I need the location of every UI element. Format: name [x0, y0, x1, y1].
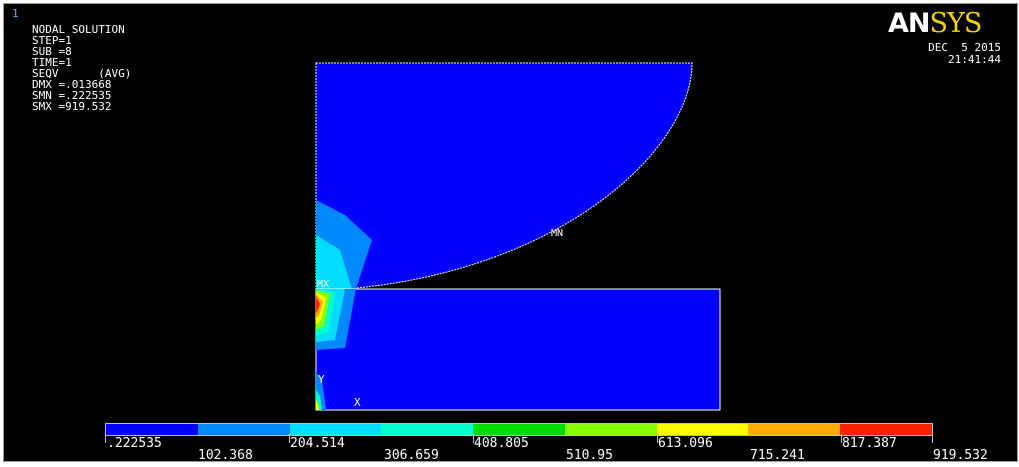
date-text: DEC 5 2015 — [928, 41, 1001, 54]
legend-swatch-4 — [381, 424, 474, 435]
upper-body — [315, 62, 693, 290]
contour-band-12 — [316, 400, 319, 410]
contour-band-9 — [316, 297, 320, 313]
info-smn: SMN =.222535 — [32, 89, 112, 102]
window-number: 1 — [12, 7, 19, 20]
info-result-type: SEQV (AVG) — [32, 67, 132, 80]
legend-swatch-6 — [564, 424, 657, 435]
legend-label-upper-2: 204.514 — [290, 436, 345, 451]
legend-tick — [289, 434, 290, 443]
legend-tick — [932, 434, 933, 443]
info-smx: SMX =919.532 — [32, 100, 112, 113]
legend-swatch-1 — [106, 424, 198, 435]
legend-tick — [473, 434, 474, 443]
contour-legend-bar — [105, 423, 933, 436]
legend-swatch-5 — [473, 424, 565, 435]
info-time: TIME=1 — [32, 56, 72, 69]
legend-label-lower-3: 510.95 — [566, 448, 613, 463]
info-title: NODAL SOLUTION — [32, 23, 125, 36]
contour-band-2 — [316, 235, 352, 289]
legend-label-lower-1: 102.368 — [198, 448, 253, 463]
x-axis-label: X — [354, 396, 361, 409]
logo-an: AN — [888, 8, 930, 39]
lower-body — [315, 288, 721, 411]
legend-label-upper-4: 613.096 — [658, 436, 713, 451]
info-dmx: DMX =.013668 — [32, 78, 112, 91]
mx-marker: MX — [317, 279, 329, 290]
legend-label-upper-5: 817.387 — [842, 436, 897, 451]
ansys-logo: ANSYS — [888, 8, 983, 39]
legend-swatch-2 — [197, 424, 290, 435]
y-axis-label: Y — [318, 373, 325, 386]
legend-swatch-8 — [748, 424, 841, 435]
info-step: STEP=1 — [32, 34, 72, 47]
legend-label-lower-2: 306.659 — [384, 448, 439, 463]
legend-tick — [105, 434, 106, 443]
logo-sys: SYS — [929, 8, 983, 39]
legend-tick — [841, 434, 842, 443]
legend-swatch-9 — [840, 424, 933, 435]
legend-swatch-3 — [289, 424, 382, 435]
mn-marker: MN — [551, 228, 563, 239]
legend-label-lower-5: 919.532 — [933, 448, 988, 463]
legend-label-upper-1: .222535 — [107, 436, 162, 451]
time-text: 21:41:44 — [948, 53, 1001, 66]
legend-label-lower-4: 715.241 — [750, 448, 805, 463]
info-substep: SUB =8 — [32, 45, 72, 58]
solution-info-block: NODAL SOLUTION STEP=1 SUB =8 TIME=1 SEQV… — [32, 24, 131, 112]
legend-tick — [657, 434, 658, 443]
contour-band-8 — [316, 294, 323, 318]
date-time-block: DEC 5 2015 21:41:44 — [928, 42, 1001, 66]
legend-swatch-7 — [656, 424, 749, 435]
legend-label-upper-3: 408.805 — [474, 436, 529, 451]
